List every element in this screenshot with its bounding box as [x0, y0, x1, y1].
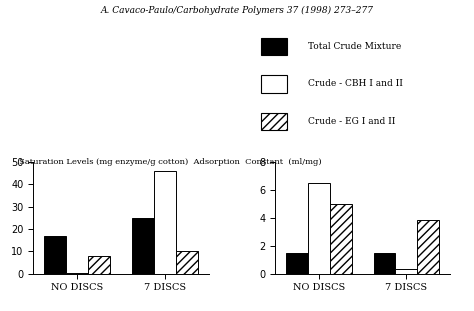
- Bar: [330, 204, 352, 274]
- Bar: [176, 251, 198, 274]
- Bar: [154, 171, 176, 274]
- Text: A. Cavaco-Paulo/Carbohydrate Polymers 37 (1998) 273–277: A. Cavaco-Paulo/Carbohydrate Polymers 37…: [100, 6, 374, 15]
- Bar: [395, 269, 418, 274]
- Bar: [374, 253, 395, 274]
- Bar: [88, 256, 110, 274]
- Bar: [44, 236, 66, 274]
- Text: Total Crude Mixture: Total Crude Mixture: [308, 42, 401, 51]
- Text: Crude - CBH I and II: Crude - CBH I and II: [308, 80, 403, 88]
- Bar: [308, 183, 330, 274]
- Bar: [132, 218, 154, 274]
- Text: Crude - EG I and II: Crude - EG I and II: [308, 117, 395, 126]
- Bar: [66, 272, 88, 274]
- Bar: [418, 220, 439, 274]
- Text: Saturation Levels (mg enzyme/g cotton)  Adsorption  Constant  (ml/mg): Saturation Levels (mg enzyme/g cotton) A…: [19, 158, 321, 166]
- Bar: [286, 253, 308, 274]
